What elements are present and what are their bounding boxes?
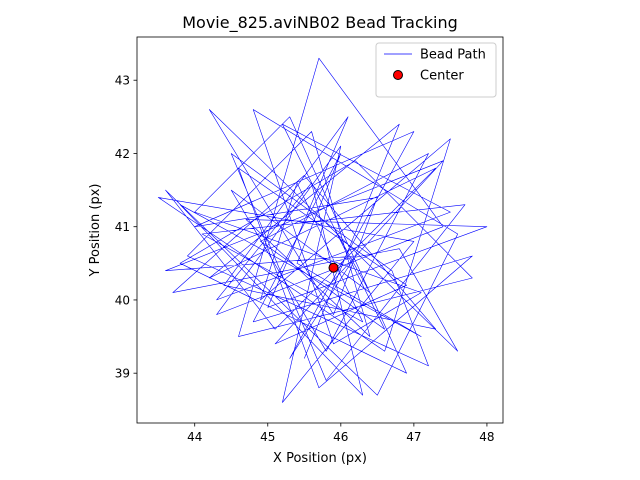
y-tick-label: 41: [115, 220, 130, 234]
x-tick-label: 44: [187, 430, 202, 444]
y-tick-label: 40: [115, 293, 130, 307]
bead-path: [157, 57, 488, 403]
x-tick-label: 47: [406, 430, 421, 444]
x-tick-label: 46: [333, 430, 348, 444]
plot-area: [157, 57, 488, 403]
x-tick-label: 48: [479, 430, 494, 444]
x-tick-label: 45: [260, 430, 275, 444]
chart-title: Movie_825.aviNB02 Bead Tracking: [182, 13, 458, 33]
legend-marker: [393, 70, 403, 80]
y-tick-label: 42: [115, 147, 130, 161]
legend-label: Bead Path: [420, 48, 486, 63]
y-tick-label: 39: [115, 367, 130, 381]
plot-frame: [136, 36, 504, 424]
center-point: [328, 262, 339, 273]
legend-box: [375, 42, 497, 98]
legend-label: Center: [420, 69, 464, 84]
y-tick-label: 43: [115, 74, 130, 88]
x-axis-label: X Position (px): [273, 451, 367, 466]
y-axis-label: Y Position (px): [88, 184, 103, 278]
